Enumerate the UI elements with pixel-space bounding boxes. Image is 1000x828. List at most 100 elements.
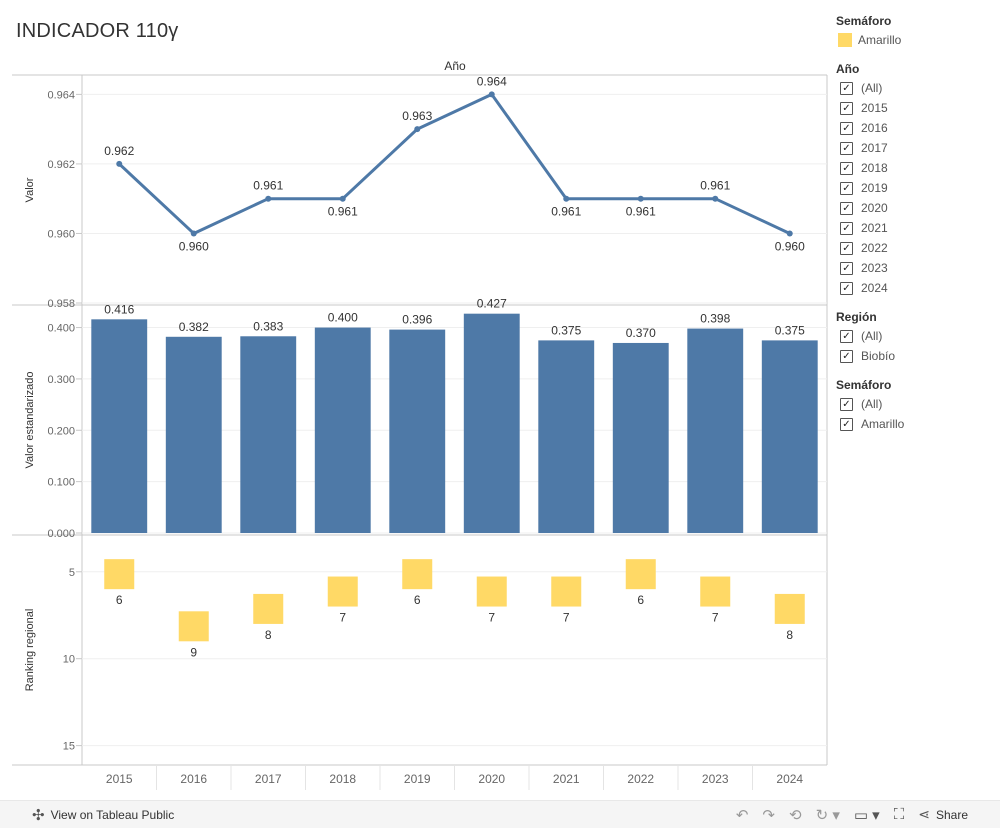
- y-tick-label: 0.960: [47, 228, 75, 240]
- line-point: [265, 195, 272, 202]
- region-filter-title: Región: [836, 310, 877, 324]
- data-label: 0.961: [328, 205, 358, 219]
- year-filter-list: ✓ (All) ✓ 2015 ✓ 2016 ✓ 2017 ✓ 2018 ✓ 2019 ✓ 2020 ✓ 202…: [836, 78, 996, 298]
- checkbox-checked-icon[interactable]: ✓: [840, 161, 853, 175]
- checkbox-checked-icon[interactable]: ✓: [840, 221, 853, 235]
- year-filter-option-label: 2022: [861, 241, 888, 255]
- line-point: [786, 230, 793, 237]
- year-filter-option[interactable]: ✓ 2023: [836, 258, 996, 278]
- data-label: 0.382: [179, 320, 209, 334]
- year-filter-option-label: 2021: [861, 221, 888, 235]
- checkbox-checked-icon[interactable]: ✓: [840, 121, 853, 135]
- download-icon[interactable]: ▭ ▾: [853, 806, 880, 824]
- column-header: Año: [444, 59, 466, 73]
- year-filter-option[interactable]: ✓ 2024: [836, 278, 996, 298]
- data-label: 0.960: [775, 239, 805, 253]
- bar: [761, 340, 818, 533]
- data-label: 7: [488, 611, 495, 625]
- year-filter-option[interactable]: ✓ 2016: [836, 118, 996, 138]
- refresh-icon[interactable]: ↻ ▾: [815, 806, 840, 824]
- year-filter-option[interactable]: ✓ 2019: [836, 178, 996, 198]
- year-filter-option-label: 2020: [861, 201, 888, 215]
- rank-square: [476, 576, 507, 607]
- checkbox-checked-icon[interactable]: ✓: [840, 329, 853, 343]
- year-filter-option[interactable]: ✓ 2015: [836, 98, 996, 118]
- redo-icon[interactable]: ↷: [762, 806, 775, 824]
- share-button[interactable]: ⋖ Share: [918, 806, 968, 823]
- y-tick-label: 0.000: [47, 528, 75, 540]
- line-point: [712, 195, 719, 202]
- data-label: 9: [190, 645, 197, 659]
- year-filter-option[interactable]: ✓ 2021: [836, 218, 996, 238]
- legend-item-amarillo[interactable]: Amarillo: [836, 30, 996, 50]
- checkbox-checked-icon[interactable]: ✓: [840, 181, 853, 195]
- checkbox-checked-icon[interactable]: ✓: [840, 141, 853, 155]
- x-tick-label: 2022: [627, 772, 654, 786]
- y-tick-label: 0.964: [47, 89, 75, 101]
- x-tick-label: 2017: [255, 772, 282, 786]
- bar: [687, 328, 744, 533]
- x-tick-label: 2020: [478, 772, 505, 786]
- fullscreen-icon[interactable]: ⛶: [893, 806, 905, 823]
- x-tick-label: 2016: [180, 772, 207, 786]
- data-label: 6: [116, 593, 123, 607]
- line-segment: [192, 197, 270, 235]
- year-filter-option[interactable]: ✓ 2018: [836, 158, 996, 178]
- checkbox-checked-icon[interactable]: ✓: [840, 397, 853, 411]
- view-on-tableau-label: View on Tableau Public: [50, 807, 175, 822]
- bar: [314, 327, 371, 533]
- year-filter-option[interactable]: ✓ 2017: [836, 138, 996, 158]
- data-label: 0.961: [551, 205, 581, 219]
- x-tick-label: 2019: [404, 772, 431, 786]
- data-label: 0.398: [700, 312, 730, 326]
- checkbox-checked-icon[interactable]: ✓: [840, 201, 853, 215]
- data-label: 6: [414, 593, 421, 607]
- year-filter-option-label: 2024: [861, 281, 888, 295]
- checkbox-checked-icon[interactable]: ✓: [840, 349, 853, 363]
- line-segment: [117, 162, 196, 235]
- line-segment: [490, 92, 568, 201]
- checkbox-checked-icon[interactable]: ✓: [840, 261, 853, 275]
- view-on-tableau-link[interactable]: ✣ View on Tableau Public: [32, 806, 174, 824]
- region-filter-option[interactable]: ✓ Biobío: [836, 346, 996, 366]
- bar: [538, 340, 595, 533]
- legend-title: Semáforo: [836, 14, 892, 28]
- checkbox-checked-icon[interactable]: ✓: [840, 81, 853, 95]
- region-filter-option[interactable]: ✓ (All): [836, 326, 996, 346]
- bar: [165, 336, 222, 533]
- year-filter-option[interactable]: ✓ 2020: [836, 198, 996, 218]
- share-icon: ⋖: [918, 806, 930, 822]
- x-tick-label: 2024: [776, 772, 803, 786]
- checkbox-checked-icon[interactable]: ✓: [840, 101, 853, 115]
- data-label: 6: [637, 593, 644, 607]
- semaforo-filter-option[interactable]: ✓ Amarillo: [836, 414, 996, 434]
- bar: [612, 342, 669, 533]
- checkbox-checked-icon[interactable]: ✓: [840, 241, 853, 255]
- checkbox-checked-icon[interactable]: ✓: [840, 417, 853, 431]
- y-axis-title: Valor estandarizado: [24, 371, 36, 468]
- rank-square: [178, 611, 209, 642]
- rank-square: [253, 593, 284, 624]
- x-tick-label: 2021: [553, 772, 580, 786]
- data-label: 7: [563, 611, 570, 625]
- y-axis-title: Ranking regional: [24, 609, 36, 692]
- y-tick-label: 0.200: [47, 425, 75, 437]
- line-point: [190, 230, 197, 237]
- viz-area[interactable]: Año 0.958 0.960 0.962 0.964 Valor 0.962 0.960 0.…: [0, 0, 830, 800]
- semaforo-filter-option-label: Amarillo: [861, 417, 905, 431]
- line-point: [414, 126, 421, 133]
- data-label: 0.383: [253, 319, 283, 333]
- data-label: 7: [339, 611, 346, 625]
- semaforo-filter-option[interactable]: ✓ (All): [836, 394, 996, 414]
- y-tick-label: 0.958: [47, 298, 75, 310]
- undo-icon[interactable]: ↶: [735, 806, 749, 824]
- y-tick-label: 10: [63, 654, 75, 666]
- data-label: 0.400: [328, 311, 358, 325]
- y-tick-label: 0.400: [47, 323, 75, 335]
- rank-square: [551, 576, 582, 607]
- year-filter-option[interactable]: ✓ 2022: [836, 238, 996, 258]
- year-filter-option-label: 2015: [861, 101, 888, 115]
- checkbox-checked-icon[interactable]: ✓: [840, 281, 853, 295]
- revert-icon[interactable]: ⟲: [789, 806, 802, 824]
- year-filter-option[interactable]: ✓ (All): [836, 78, 996, 98]
